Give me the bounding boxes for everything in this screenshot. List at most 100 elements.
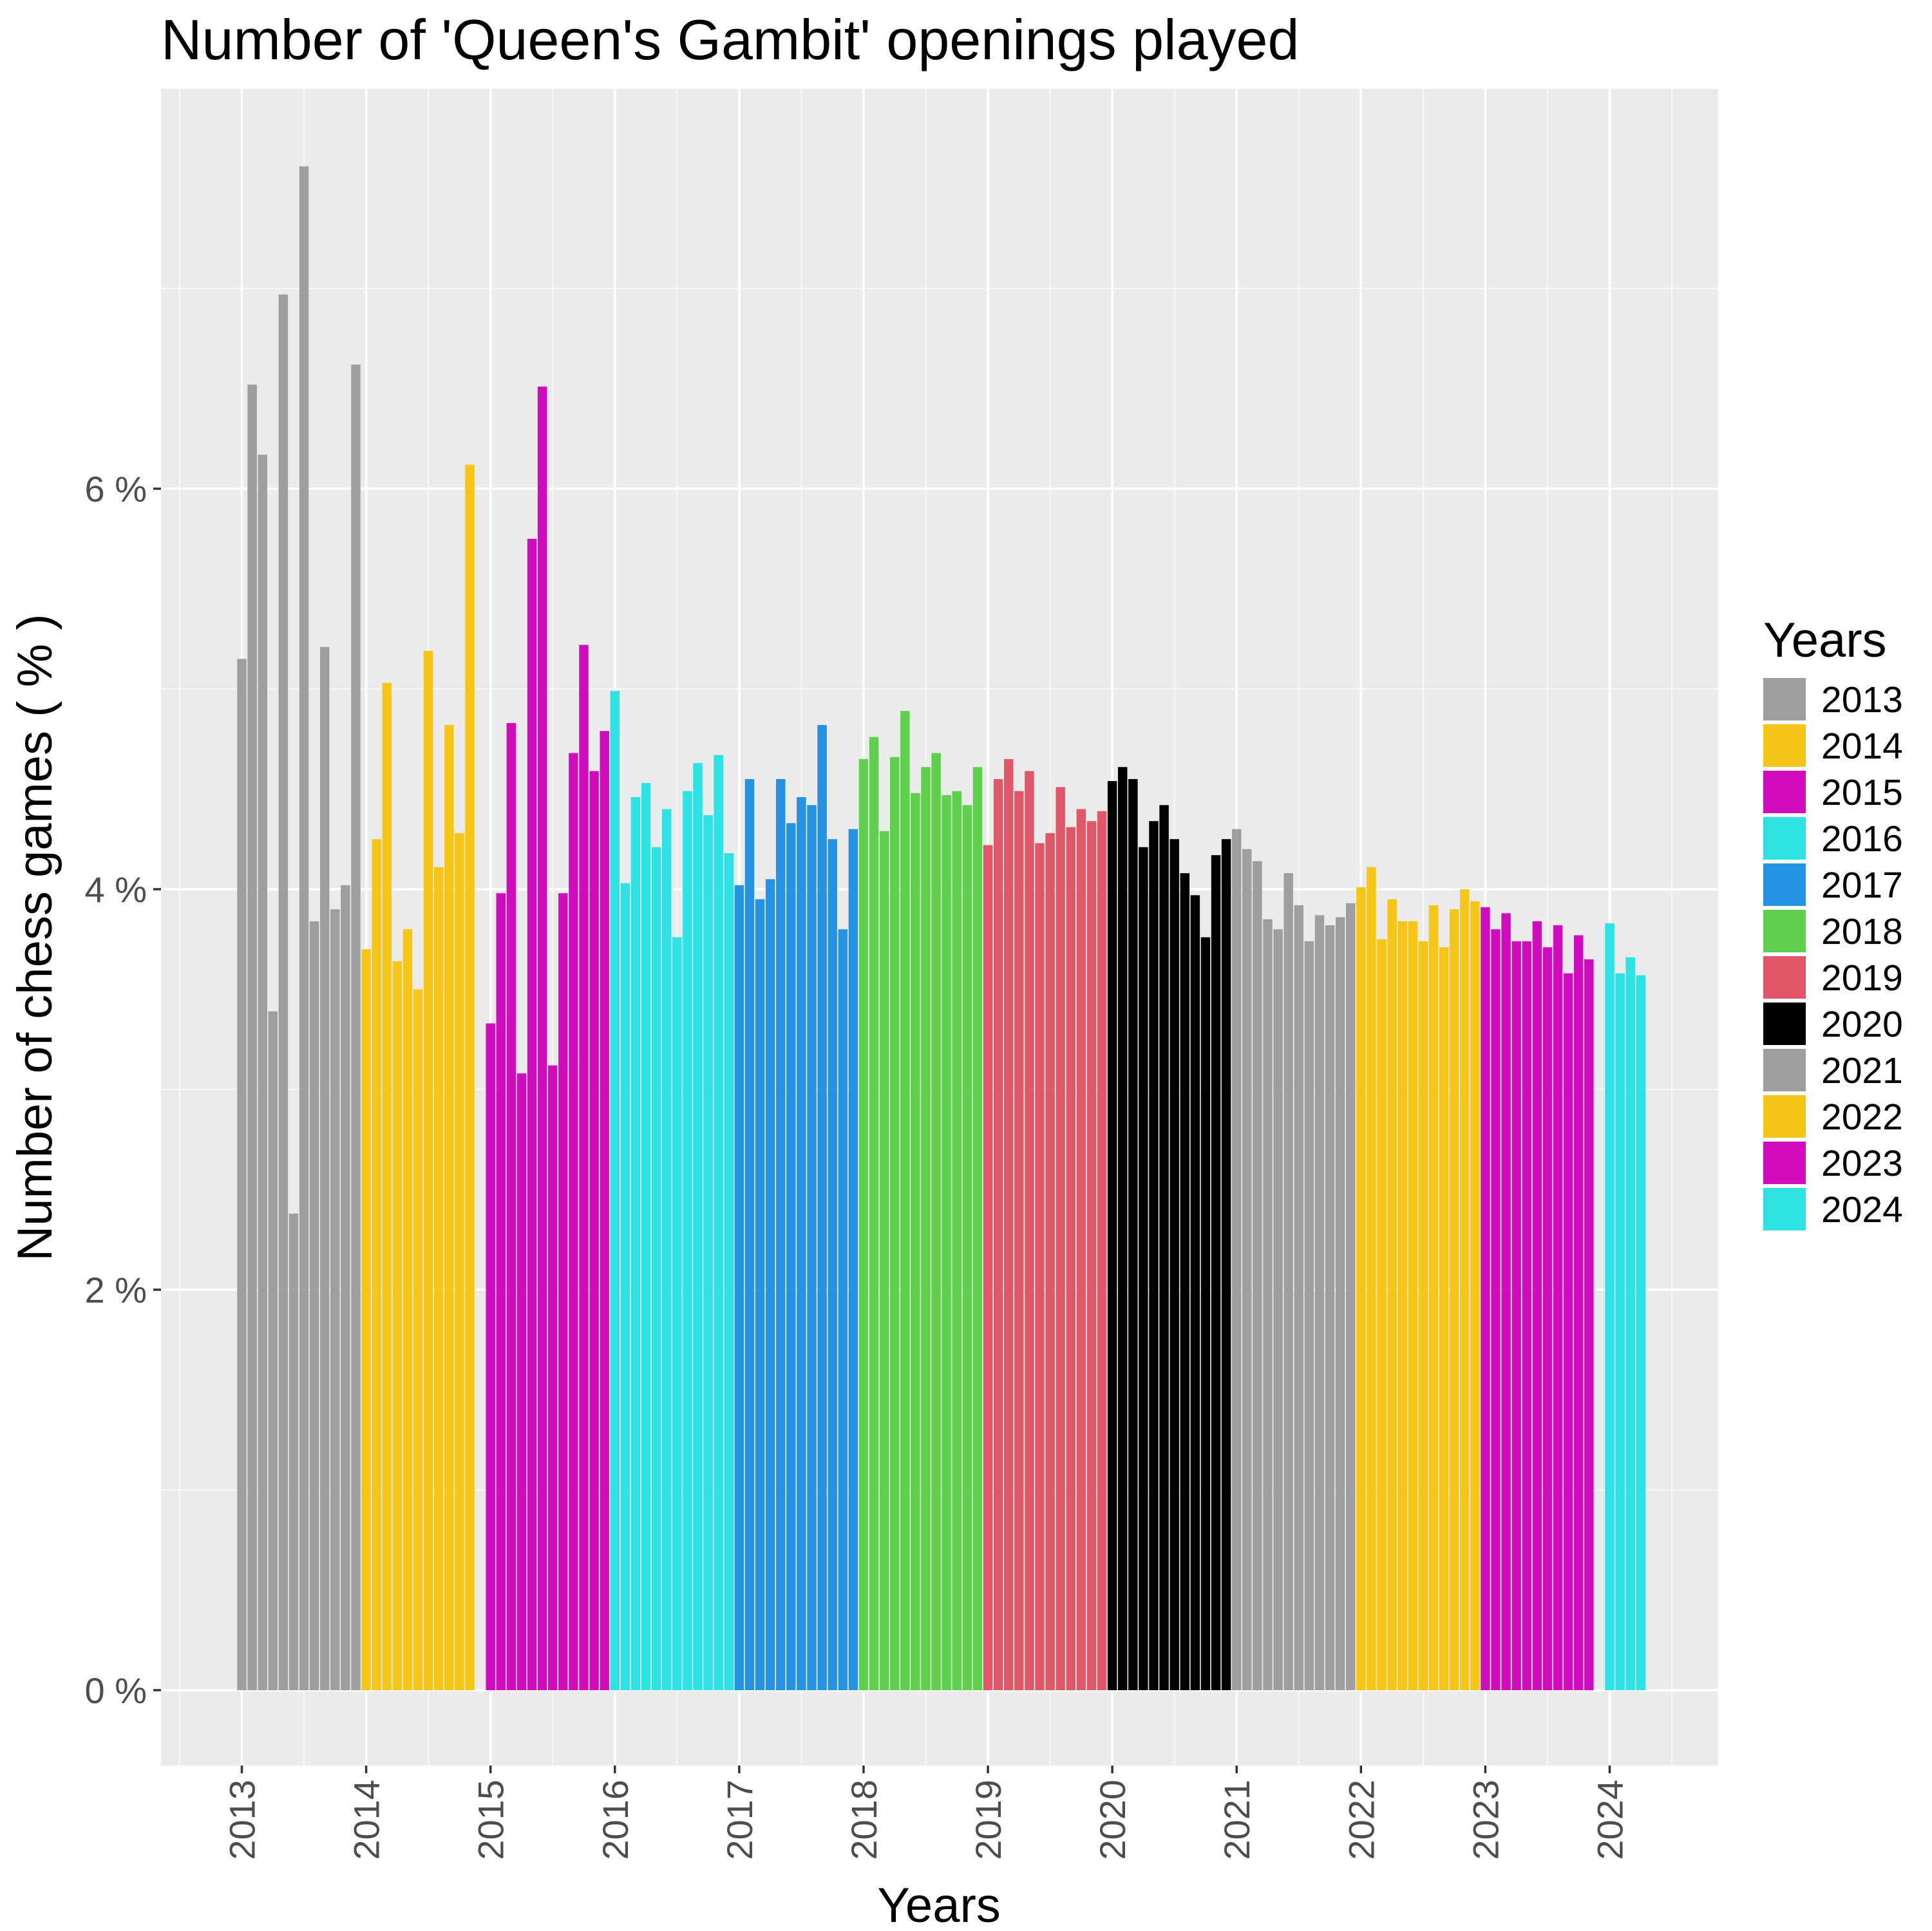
bar: [1636, 975, 1646, 1690]
bar: [983, 845, 993, 1690]
x-tick-label: 2017: [719, 1780, 760, 1860]
bars: [237, 166, 1646, 1691]
bar: [392, 961, 402, 1690]
bar: [1325, 925, 1335, 1690]
bar: [683, 791, 692, 1690]
x-tick-label: 2022: [1341, 1780, 1381, 1860]
bar: [496, 893, 506, 1690]
bar: [258, 455, 267, 1690]
bar: [579, 645, 589, 1690]
legend-swatch: [1763, 1095, 1806, 1138]
bar: [962, 805, 972, 1690]
bar: [1501, 913, 1511, 1690]
bar: [1159, 805, 1169, 1690]
bar: [693, 763, 703, 1690]
bar: [278, 294, 289, 1690]
legend-label: 2015: [1821, 772, 1903, 813]
bar: [1128, 778, 1138, 1690]
legend-label: 2017: [1821, 865, 1903, 906]
bar: [1511, 941, 1521, 1690]
bar: [817, 724, 827, 1690]
bar: [911, 793, 920, 1690]
bar: [1367, 867, 1376, 1690]
bar: [413, 989, 423, 1690]
bar: [455, 833, 464, 1690]
bar: [879, 831, 889, 1690]
bar: [610, 691, 620, 1690]
legend-swatch: [1763, 1049, 1806, 1091]
bar: [1573, 935, 1584, 1690]
legend-label: 2021: [1821, 1050, 1903, 1091]
bar: [807, 805, 817, 1690]
bar: [1056, 787, 1065, 1690]
bar: [1563, 973, 1573, 1690]
bar: [1470, 901, 1480, 1690]
bar: [289, 1213, 299, 1690]
legend-swatch: [1763, 1142, 1806, 1184]
bar: [828, 839, 837, 1690]
bar: [1139, 847, 1148, 1690]
bar: [1459, 889, 1470, 1690]
bar: [755, 899, 765, 1690]
bar: [1097, 811, 1107, 1690]
bar: [1491, 929, 1501, 1690]
bar: [858, 758, 869, 1690]
bar: [1045, 833, 1055, 1690]
legend-label: 2018: [1821, 911, 1903, 952]
bar: [838, 929, 848, 1690]
bar: [589, 771, 599, 1690]
bar: [1304, 941, 1314, 1690]
x-tick-label: 2021: [1217, 1780, 1257, 1860]
bar: [1387, 899, 1397, 1690]
bar: [931, 753, 941, 1690]
bar: [1231, 829, 1242, 1690]
bar: [1086, 821, 1097, 1690]
bar: [1522, 941, 1532, 1690]
bar: [341, 885, 350, 1690]
bar: [889, 757, 900, 1690]
legend-label: 2016: [1821, 818, 1903, 860]
bar: [351, 364, 361, 1691]
x-tick-label: 2018: [844, 1780, 884, 1860]
bar: [1615, 973, 1625, 1690]
bar: [1283, 873, 1293, 1690]
bar: [734, 885, 744, 1690]
legend-label: 2023: [1821, 1143, 1903, 1184]
x-tick-label: 2015: [471, 1780, 511, 1860]
legend-label: 2024: [1821, 1189, 1903, 1230]
bar: [1625, 957, 1635, 1690]
bar: [1003, 758, 1014, 1690]
bar: [1211, 855, 1221, 1690]
legend-swatch: [1763, 817, 1806, 860]
bar: [1221, 839, 1231, 1690]
bar: [372, 839, 381, 1690]
bar: [537, 386, 547, 1690]
bar: [330, 909, 340, 1690]
bar: [423, 650, 433, 1691]
bar: [1253, 861, 1262, 1690]
bar: [444, 724, 454, 1690]
bar: [1553, 925, 1563, 1690]
x-tick-label: 2023: [1465, 1780, 1506, 1860]
bar: [1335, 917, 1345, 1690]
bar: [433, 867, 444, 1690]
legend-label: 2022: [1821, 1097, 1903, 1138]
bar: [1428, 905, 1439, 1690]
bar: [1170, 839, 1179, 1690]
bar: [1117, 767, 1128, 1690]
bar: [527, 538, 537, 1690]
bar: [268, 1011, 278, 1690]
bar: [486, 1023, 495, 1690]
bar: [630, 796, 641, 1690]
bar: [641, 783, 651, 1690]
legend-label: 2013: [1821, 679, 1903, 721]
bar: [942, 795, 951, 1690]
bar: [1294, 905, 1304, 1690]
y-tick-label: 0 %: [85, 1670, 147, 1711]
bar: [1418, 941, 1428, 1690]
bar: [672, 937, 682, 1690]
bar: [1532, 921, 1542, 1690]
legend-swatch: [1763, 724, 1806, 767]
legend-title: Years: [1763, 613, 1887, 668]
legend-label: 2019: [1821, 957, 1903, 999]
